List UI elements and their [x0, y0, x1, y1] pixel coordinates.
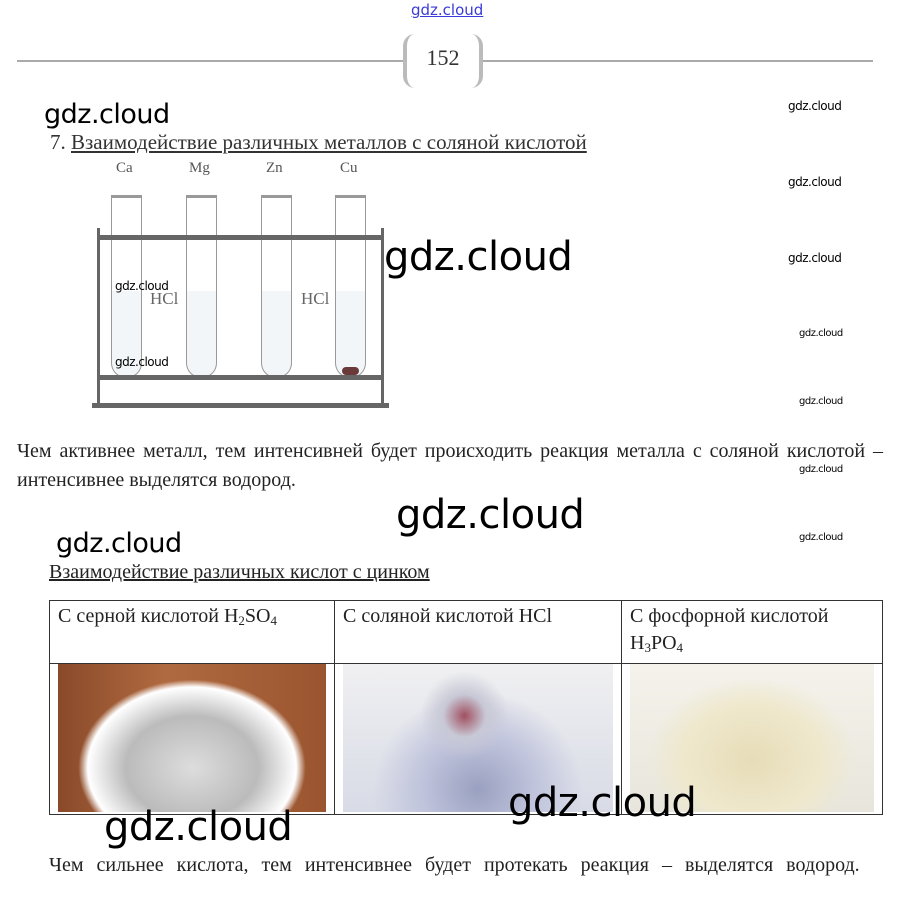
- metal-label-ca: Ca: [116, 160, 133, 176]
- watermark: gdz.cloud: [384, 234, 573, 280]
- rack-top-bar: [99, 235, 382, 240]
- header-phosphoric: С фосфорной кислотой H3PO4: [621, 600, 883, 664]
- page-number: 152: [403, 34, 483, 88]
- photo-cell: [621, 663, 883, 815]
- hcl-label: HCl: [301, 289, 330, 308]
- section-title: Взаимодействие различных металлов с соля…: [71, 130, 587, 154]
- watermark: gdz.cloud: [44, 99, 170, 130]
- photo-cell: [334, 663, 622, 815]
- test-tube-zn: [261, 195, 292, 378]
- rack-bottom-bar: [99, 375, 382, 380]
- header-sulfuric: С серной кислотой H2SO4: [49, 600, 335, 664]
- rack-post-left: [97, 228, 100, 408]
- label: С фосфорной кислотой: [630, 605, 829, 627]
- acids-table: С серной кислотой H2SO4 С соляной кислот…: [49, 600, 883, 815]
- metal-label-zn: Zn: [266, 160, 283, 176]
- formula: HCl: [518, 605, 553, 627]
- label: С серной кислотой: [58, 605, 224, 627]
- watermark: gdz.cloud: [508, 780, 697, 826]
- header-rule-left: [17, 60, 405, 62]
- watermark: gdz.cloud: [799, 464, 843, 475]
- watermark: gdz.cloud: [104, 804, 293, 850]
- watermark: gdz.cloud: [115, 355, 169, 369]
- acids-title: Взаимодействие различных кислот с цинком: [49, 561, 430, 583]
- formula: H: [630, 632, 645, 654]
- watermark: gdz.cloud: [115, 279, 169, 293]
- watermark: gdz.cloud: [788, 99, 842, 113]
- sub: 3: [644, 640, 651, 655]
- photo-cell: [49, 663, 335, 815]
- test-tube-ca: [111, 195, 142, 378]
- sub: 2: [238, 613, 245, 628]
- watermark: gdz.cloud: [799, 532, 843, 543]
- formula: H: [223, 605, 239, 627]
- label: С соляной кислотой: [343, 605, 519, 627]
- test-tube-mg: [186, 195, 217, 378]
- test-tube-cu: [335, 195, 366, 378]
- hydrochloric-acid-photo: [343, 664, 613, 812]
- hcl-label: HCl: [150, 289, 179, 308]
- sub: 4: [270, 613, 277, 628]
- formula: PO: [650, 632, 677, 654]
- header-rule-right: [483, 60, 873, 62]
- watermark: gdz.cloud: [788, 175, 842, 189]
- sulfuric-acid-photo: [58, 664, 326, 812]
- metal-label-mg: Mg: [189, 160, 210, 176]
- rack-base: [92, 403, 389, 408]
- watermark: gdz.cloud: [788, 251, 842, 265]
- watermark: gdz.cloud: [56, 528, 182, 559]
- watermark: gdz.cloud: [396, 492, 585, 538]
- section-heading: 7. Взаимодействие различных металлов с с…: [50, 128, 587, 157]
- rack-post-right: [381, 228, 384, 408]
- metal-label-cu: Cu: [340, 160, 358, 176]
- formula: SO: [244, 605, 271, 627]
- phosphoric-acid-photo: [630, 664, 874, 812]
- header-hydrochloric: С соляной кислотой HCl: [334, 600, 622, 664]
- metals-conclusion: Чем активнее металл, тем интенсивней буд…: [17, 440, 883, 491]
- site-link[interactable]: gdz.cloud: [411, 1, 484, 19]
- acids-heading: Взаимодействие различных кислот с цинком: [49, 558, 430, 587]
- sub: 4: [676, 640, 684, 655]
- section-number: 7.: [50, 130, 66, 154]
- watermark: gdz.cloud: [799, 396, 843, 407]
- watermark: gdz.cloud: [799, 328, 843, 339]
- acids-conclusion: Чем сильнее кислота, тем интенсивнее буд…: [49, 854, 860, 876]
